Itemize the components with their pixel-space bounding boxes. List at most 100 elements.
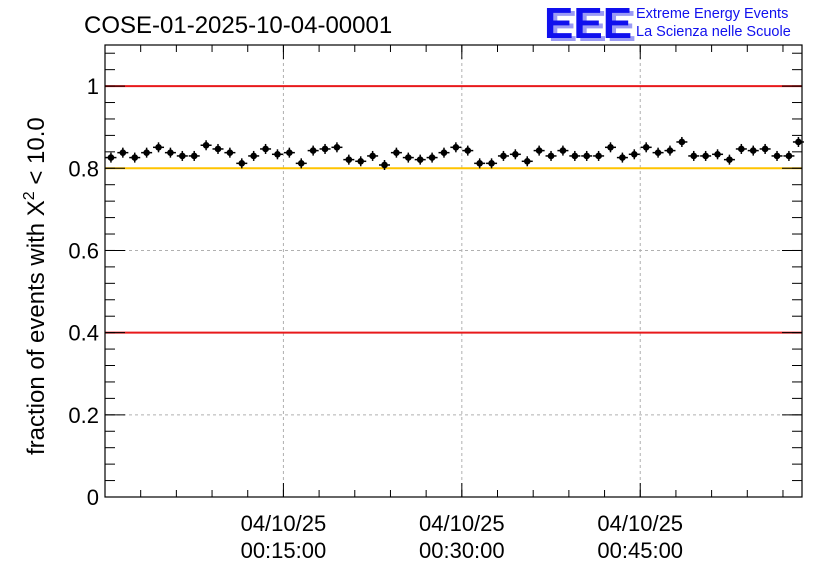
point-marker <box>654 149 662 156</box>
y-tick-label: 1 <box>87 74 99 99</box>
point-marker <box>393 149 400 156</box>
point-marker <box>666 147 674 154</box>
data-point <box>153 142 165 153</box>
data-point <box>402 152 414 163</box>
point-marker <box>785 152 793 160</box>
y-tick-label: 0 <box>87 485 99 510</box>
y-tick-label: 0.8 <box>68 156 99 181</box>
point-marker <box>571 152 579 160</box>
data-point <box>414 154 426 165</box>
data-point <box>379 159 391 170</box>
data-point <box>771 150 783 161</box>
reference-lines <box>105 85 802 334</box>
data-point <box>747 145 759 156</box>
data-point <box>497 150 509 161</box>
data-point <box>390 147 402 158</box>
y-axis-label-tail: < 10.0 <box>23 117 50 191</box>
tick-labels: 00.20.40.60.8104/10/2500:15:0004/10/2500… <box>68 74 683 563</box>
point-marker <box>238 160 246 167</box>
point-marker <box>155 144 162 151</box>
data-point <box>331 142 343 153</box>
data-point <box>283 147 295 158</box>
point-marker <box>595 152 602 160</box>
point-marker <box>607 144 614 151</box>
point-marker <box>749 147 757 154</box>
point-marker <box>226 149 234 156</box>
data-point <box>319 143 331 154</box>
data-point <box>141 147 153 158</box>
data-point <box>593 150 605 161</box>
data-point <box>605 142 617 153</box>
data-points <box>105 136 804 170</box>
data-point <box>486 158 498 169</box>
data-point <box>355 156 367 167</box>
data-point <box>735 143 747 154</box>
data-point <box>759 143 771 154</box>
eee-logo-shadow: EEE <box>548 2 637 51</box>
point-marker <box>619 154 626 161</box>
plot-frame <box>104 44 803 498</box>
point-marker <box>274 151 281 158</box>
data-point <box>129 152 141 163</box>
data-point <box>700 150 712 161</box>
data-point <box>474 158 486 169</box>
data-point <box>307 145 319 156</box>
data-point <box>652 147 664 158</box>
point-marker <box>179 152 186 160</box>
point-marker <box>738 145 745 153</box>
point-marker <box>369 152 376 160</box>
data-point <box>688 150 700 161</box>
data-point <box>105 152 117 163</box>
point-marker <box>773 152 781 160</box>
point-marker <box>642 144 650 151</box>
data-point <box>783 150 795 161</box>
y-axis-label-superscript: 2 <box>21 191 38 200</box>
data-point <box>295 158 307 169</box>
data-point <box>640 142 652 153</box>
point-marker <box>500 152 507 160</box>
data-point <box>616 152 628 163</box>
point-marker <box>512 151 519 158</box>
axis-ticks <box>104 45 802 498</box>
point-marker <box>428 154 436 161</box>
y-axis-label-main: fraction of events with X <box>23 200 50 455</box>
point-marker <box>440 149 448 156</box>
data-point <box>367 150 379 161</box>
point-marker <box>167 149 174 156</box>
x-tick-label-date: 04/10/25 <box>241 511 327 536</box>
data-point <box>450 142 462 153</box>
data-point <box>521 156 533 167</box>
x-tick-label-time: 00:15:00 <box>241 538 327 563</box>
logo-line-1: Extreme Energy Events <box>636 6 789 22</box>
data-point <box>664 145 676 156</box>
data-point <box>723 154 735 165</box>
point-marker <box>547 152 555 160</box>
point-marker <box>286 149 293 156</box>
x-tick-label-date: 04/10/25 <box>419 511 505 536</box>
x-tick-label-time: 00:45:00 <box>597 538 683 563</box>
x-tick-label-date: 04/10/25 <box>597 511 683 536</box>
point-marker <box>405 154 412 161</box>
point-marker <box>630 151 638 158</box>
point-marker <box>452 144 460 151</box>
point-marker <box>690 152 698 160</box>
data-point <box>628 149 640 160</box>
y-tick-label: 0.4 <box>68 321 99 346</box>
data-point <box>509 149 521 160</box>
data-point <box>462 145 474 156</box>
point-marker <box>309 147 317 154</box>
data-point <box>212 143 224 154</box>
data-point <box>200 140 212 151</box>
data-point <box>260 143 272 154</box>
point-marker <box>678 138 686 146</box>
data-point <box>224 147 236 158</box>
point-marker <box>535 147 543 154</box>
point-marker <box>333 144 341 151</box>
data-point <box>164 147 176 158</box>
logo-line-2: La Scienza nelle Scuole <box>636 24 791 40</box>
point-marker <box>583 152 591 160</box>
point-marker <box>250 152 257 160</box>
point-marker <box>795 138 802 146</box>
data-point <box>236 158 248 169</box>
